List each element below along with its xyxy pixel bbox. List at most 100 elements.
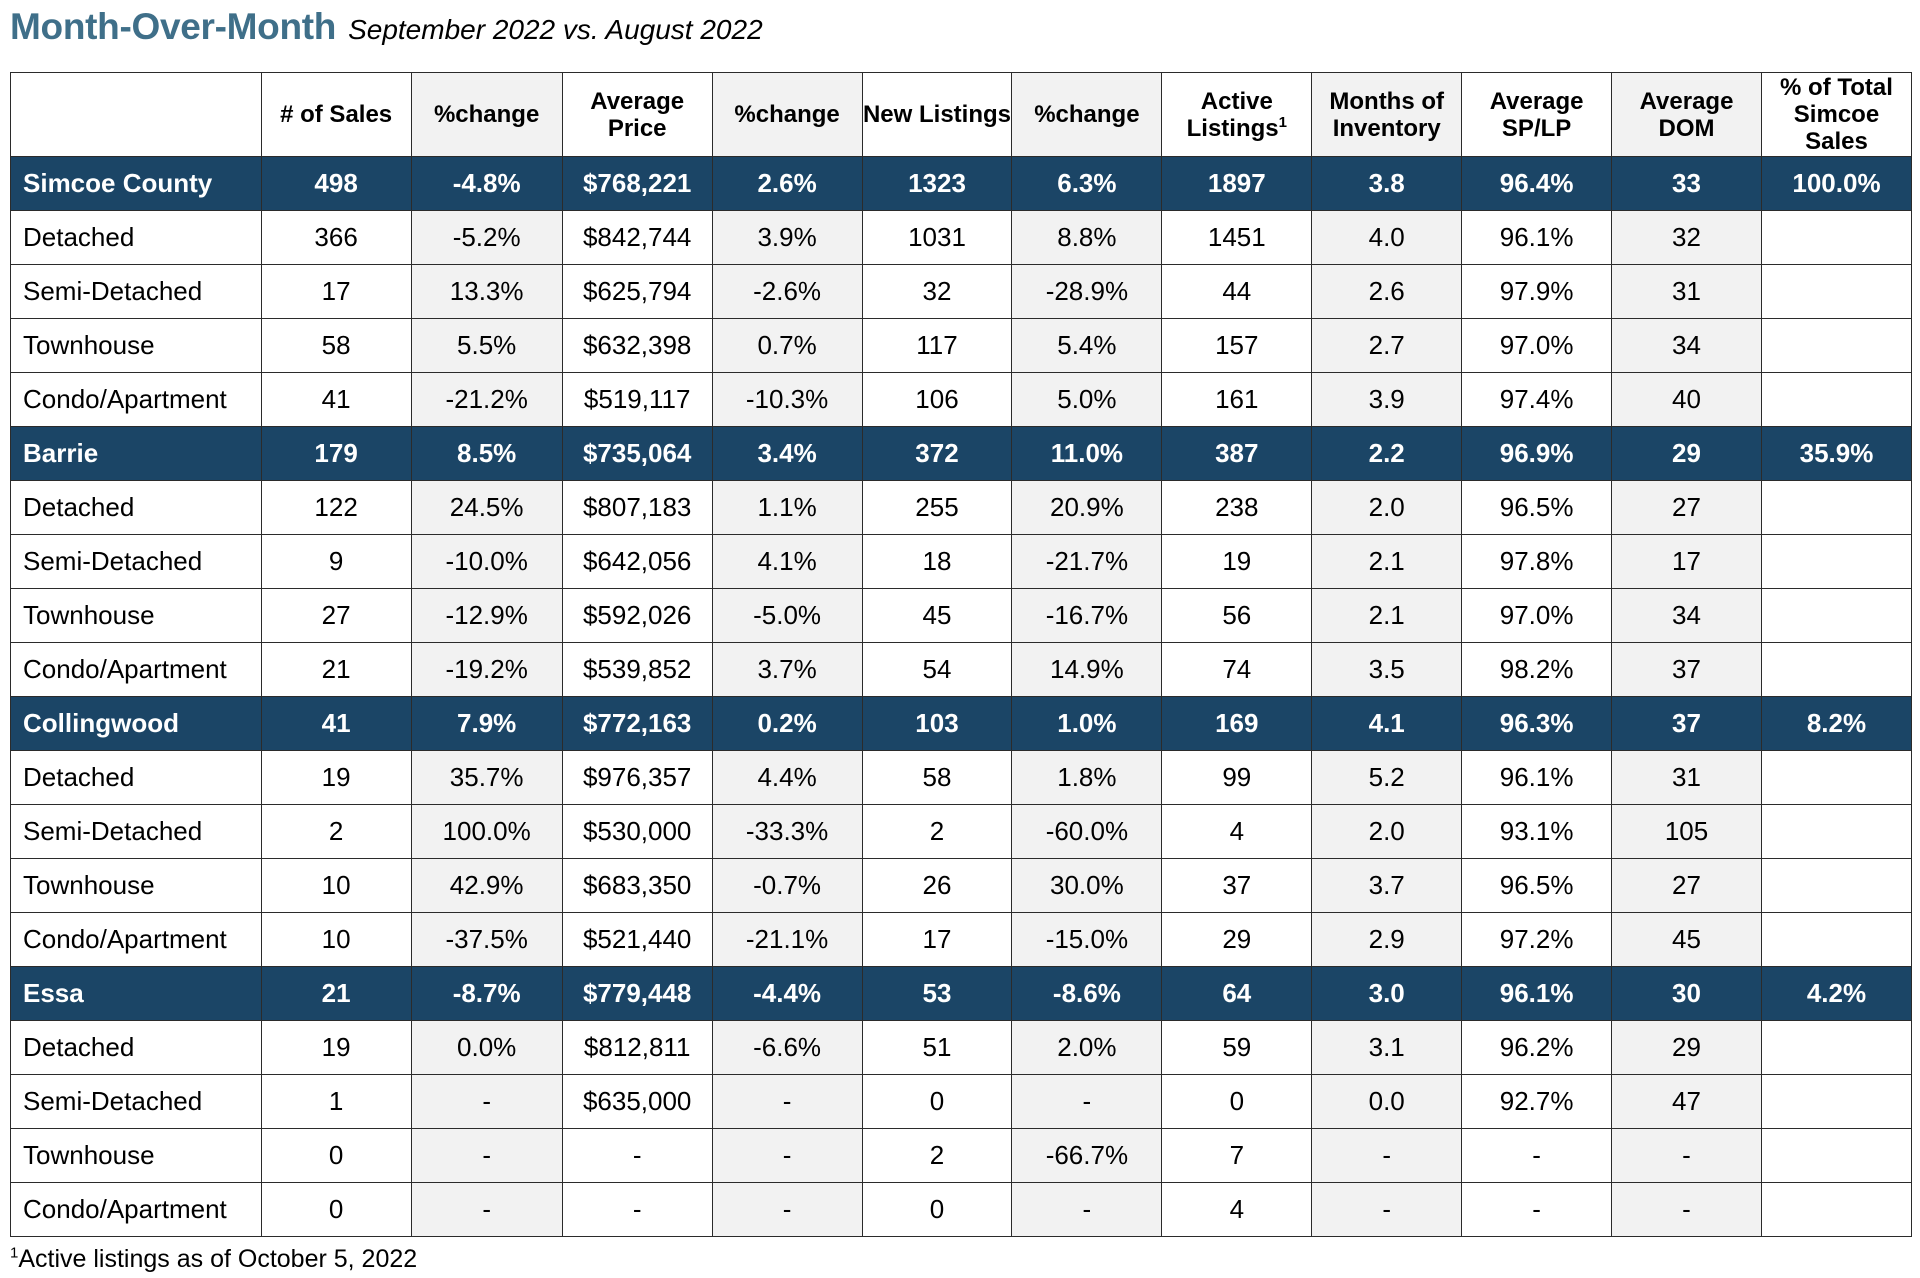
table-cell: $625,794 (561, 264, 713, 319)
row-label-cell: Condo/Apartment (10, 912, 262, 967)
region-row: Collingwood 41 7.9% $772,163 0.2% 103 1.0% 169 4… (10, 696, 1913, 751)
property-type-row: Semi-Detached 2 100.0% $530,000 -33.3% 2 -60.0… (10, 804, 1913, 859)
table-cell: $642,056 (561, 534, 713, 589)
table-cell: 17 (260, 264, 412, 319)
table-cell: 58 (260, 318, 412, 373)
header-label: %change (734, 101, 840, 128)
table-cell: 96.4% (1461, 156, 1613, 211)
table-cell: 5.0% (1011, 372, 1163, 427)
table-cell: 3.0 (1311, 966, 1463, 1021)
table-cell: - (1011, 1182, 1163, 1237)
table-cell: -2.6% (711, 264, 863, 319)
table-cell: -10.3% (711, 372, 863, 427)
table-cell: 2.9 (1311, 912, 1463, 967)
table-cell: -66.7% (1011, 1128, 1163, 1183)
row-label-cell: Essa (10, 966, 262, 1021)
table-cell: 26 (861, 858, 1013, 913)
table-cell: -0.7% (711, 858, 863, 913)
report-title: Month-Over-Month (10, 6, 337, 47)
region-row: Simcoe County 498 -4.8% $768,221 2.6% 1323 6.3… (10, 156, 1913, 211)
table-cell: - (1011, 1074, 1163, 1129)
region-row: Barrie 179 8.5% $735,064 3.4% 372 11.0% 387 2.2 9… (10, 426, 1913, 481)
header-cell: Average DOM (1611, 72, 1762, 157)
table-cell: 5.4% (1011, 318, 1163, 373)
table-cell: 238 (1161, 480, 1313, 535)
table-cell: - (711, 1074, 863, 1129)
table-cell: 47 (1611, 1074, 1762, 1129)
table-cell: $779,448 (561, 966, 713, 1021)
table-cell: 41 (260, 696, 412, 751)
table-cell: 96.1% (1461, 210, 1613, 265)
month-over-month-table: # of Sales %change Average Price %change New… (10, 72, 1913, 1237)
table-cell: 2.6% (711, 156, 863, 211)
table-cell (1760, 480, 1913, 535)
table-cell: 4.1 (1311, 696, 1463, 751)
table-cell (1760, 210, 1913, 265)
table-cell: -37.5% (410, 912, 563, 967)
table-cell: $683,350 (561, 858, 713, 913)
table-cell: 27 (1611, 858, 1762, 913)
table-cell: 96.5% (1461, 480, 1613, 535)
header-cell: Average SP/LP (1461, 72, 1613, 157)
table-cell: 4.0 (1311, 210, 1463, 265)
table-cell: $976,357 (561, 750, 713, 805)
table-cell: 37 (1611, 696, 1762, 751)
row-label-cell: Condo/Apartment (10, 642, 262, 697)
table-cell: 0 (861, 1182, 1013, 1237)
table-cell (1760, 804, 1913, 859)
table-cell: - (711, 1182, 863, 1237)
table-cell: 35.7% (410, 750, 563, 805)
table-cell: $735,064 (561, 426, 713, 481)
table-cell: -10.0% (410, 534, 563, 589)
table-cell: $807,183 (561, 480, 713, 535)
table-cell: - (410, 1182, 563, 1237)
table-cell: 40 (1611, 372, 1762, 427)
table-cell: 2 (260, 804, 412, 859)
table-cell: 8.5% (410, 426, 563, 481)
table-cell: 2.0 (1311, 480, 1463, 535)
table-cell: - (711, 1128, 863, 1183)
table-cell: 255 (861, 480, 1013, 535)
table-cell: $592,026 (561, 588, 713, 643)
table-cell: 19 (260, 750, 412, 805)
table-cell: 2.6 (1311, 264, 1463, 319)
property-type-row: Townhouse 10 42.9% $683,350 -0.7% 26 30.0% 37 3.… (10, 858, 1913, 913)
row-label-cell: Condo/Apartment (10, 1182, 262, 1237)
table-cell: 4.2% (1760, 966, 1913, 1021)
table-cell: 3.7% (711, 642, 863, 697)
table-cell: 7.9% (410, 696, 563, 751)
table-cell: 30.0% (1011, 858, 1163, 913)
table-cell: 93.1% (1461, 804, 1613, 859)
table-cell (1760, 1182, 1913, 1237)
table-cell: 0 (861, 1074, 1013, 1129)
header-label: Average SP/LP (1489, 87, 1584, 142)
row-label-cell: Townhouse (10, 588, 262, 643)
report-heading: Month-Over-Month September 2022 vs. Augu… (10, 6, 763, 56)
table-cell: -60.0% (1011, 804, 1163, 859)
table-cell: 122 (260, 480, 412, 535)
table-cell: -16.7% (1011, 588, 1163, 643)
table-cell: 17 (861, 912, 1013, 967)
table-body: Simcoe County 498 -4.8% $768,221 2.6% 1323 6.3… (10, 156, 1913, 1237)
table-cell: 37 (1611, 642, 1762, 697)
table-cell (1760, 1020, 1913, 1075)
property-type-row: Condo/Apartment 0- - -0-4- - - (10, 1182, 1913, 1237)
table-cell: - (561, 1182, 713, 1237)
table-cell: 96.2% (1461, 1020, 1613, 1075)
table-cell: 2.1 (1311, 534, 1463, 589)
table-cell: 24.5% (410, 480, 563, 535)
table-cell: $842,744 (561, 210, 713, 265)
table-cell: 1.0% (1011, 696, 1163, 751)
footnote-text: Active listings as of October 5, 2022 (18, 1245, 418, 1273)
table-cell: 56 (1161, 588, 1313, 643)
row-label-cell: Semi-Detached (10, 1074, 262, 1129)
table-cell: $632,398 (561, 318, 713, 373)
table-cell: 27 (1611, 480, 1762, 535)
row-label-cell: Barrie (10, 426, 262, 481)
table-cell (1760, 912, 1913, 967)
row-label-cell: Semi-Detached (10, 264, 262, 319)
header-label: %change (433, 101, 540, 128)
table-cell: 10 (260, 912, 412, 967)
table-cell: 5.2 (1311, 750, 1463, 805)
row-label-cell: Townhouse (10, 858, 262, 913)
